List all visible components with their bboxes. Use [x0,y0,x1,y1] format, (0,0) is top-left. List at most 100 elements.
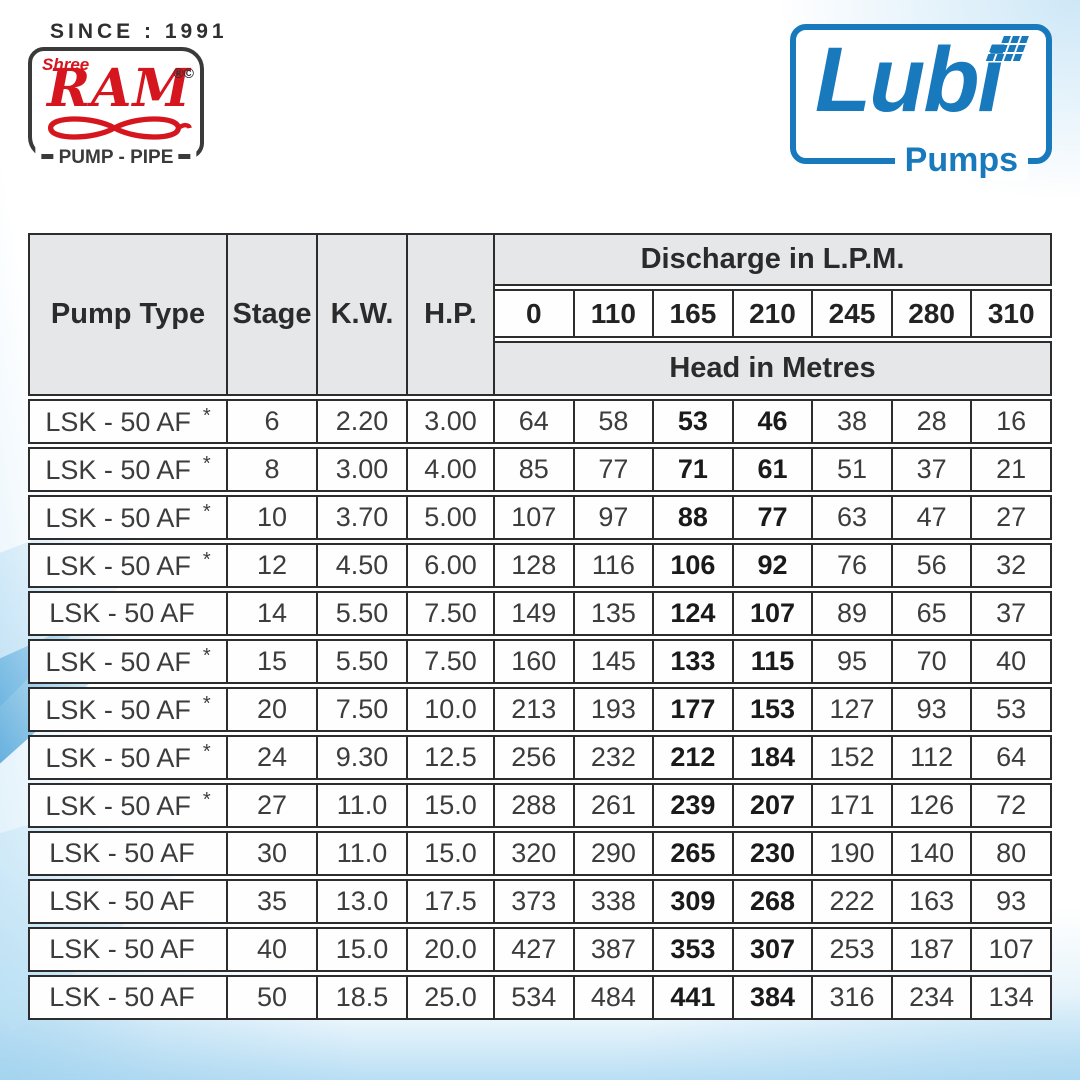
table-body: LSK - 50 AF * 6 2.20 3.00 64 58 53 46 38 … [28,399,1052,1020]
head-value-cell: 92 [733,543,814,588]
table-row: LSK - 50 AF * 27 11.0 15.0 288 261 239 20… [28,783,1052,828]
pump-type-cell: LSK - 50 AF * [28,447,228,492]
stage-cell: 40 [228,927,318,972]
shree-text: Shree [42,55,90,74]
head-in-metres-header: Head in Metres [495,341,1052,396]
head-value-cell: 95 [813,639,893,684]
head-value-cell: 115 [733,639,814,684]
head-value-cell: 230 [733,831,814,876]
head-value-cell: 97 [574,495,655,540]
head-value-cell: 207 [733,783,814,828]
table-row: LSK - 50 AF 30 11.0 15.0 320 290 265 230… [28,831,1052,876]
head-value-cell: 47 [892,495,973,540]
pump-type-cell: LSK - 50 AF * [28,639,228,684]
head-value-cell: 253 [813,927,893,972]
dash-icon [178,154,191,159]
table-head-rows: Pump Type Stage K.W. H.P. Discharge in L… [28,233,1052,396]
ram-wordmark: RAM [46,58,192,119]
stage-cell: 50 [228,975,318,1020]
trademark-icons: ®© [173,65,194,81]
col-header-hp: H.P. [408,233,495,396]
head-value-cell: 145 [574,639,655,684]
head-value-cell: 53 [654,399,734,444]
head-value-cell: 107 [495,495,575,540]
stage-cell: 10 [228,495,318,540]
head-value-cell: 85 [495,447,575,492]
head-value-cell: 80 [972,831,1052,876]
discharge-value: 0 [495,289,575,338]
head-value-cell: 160 [495,639,575,684]
pump-type-cell: LSK - 50 AF * [28,783,228,828]
head-value-cell: 88 [654,495,734,540]
head-value-cell: 177 [654,687,734,732]
head-value-cell: 212 [654,735,734,780]
pump-type-cell: LSK - 50 AF [28,975,228,1020]
pump-type-cell: LSK - 50 AF [28,591,228,636]
kw-cell: 3.70 [318,495,408,540]
head-value-cell: 307 [733,927,814,972]
head-value-cell: 112 [892,735,973,780]
head-value-cell: 37 [892,447,973,492]
head-value-cell: 135 [574,591,655,636]
hp-cell: 3.00 [408,399,495,444]
head-value-cell: 51 [813,447,893,492]
stage-cell: 35 [228,879,318,924]
table-row: LSK - 50 AF * 10 3.70 5.00 107 97 88 77 6… [28,495,1052,540]
head-value-cell: 149 [495,591,575,636]
head-value-cell: 133 [654,639,734,684]
head-value-cell: 107 [972,927,1052,972]
pump-type-cell: LSK - 50 AF * [28,495,228,540]
kw-cell: 15.0 [318,927,408,972]
kw-cell: 2.20 [318,399,408,444]
pump-type-cell: LSK - 50 AF [28,879,228,924]
head-value-cell: 316 [813,975,893,1020]
col-header-kw: K.W. [318,233,408,396]
pump-type-cell: LSK - 50 AF [28,927,228,972]
discharge-value: 165 [654,289,734,338]
hp-cell: 7.50 [408,639,495,684]
stage-cell: 27 [228,783,318,828]
head-value-cell: 70 [892,639,973,684]
col-header-pump-type: Pump Type [28,233,228,396]
asterisk-mark: * [202,741,211,763]
pump-type-cell: LSK - 50 AF * [28,399,228,444]
head-value-cell: 40 [972,639,1052,684]
head-value-cell: 58 [574,399,655,444]
head-value-cell: 127 [813,687,893,732]
discharge-value: 280 [892,289,973,338]
head-value-cell: 106 [654,543,734,588]
head-value-cell: 63 [813,495,893,540]
pump-pipe-text: PUMP - PIPE [58,147,174,168]
asterisk-mark: * [202,501,211,523]
kw-cell: 4.50 [318,543,408,588]
hp-cell: 15.0 [408,783,495,828]
asterisk-mark: * [202,405,211,427]
discharge-header: Discharge in L.P.M. [495,233,1052,286]
head-value-cell: 184 [733,735,814,780]
kw-cell: 5.50 [318,591,408,636]
hp-cell: 17.5 [408,879,495,924]
head-value-cell: 65 [892,591,973,636]
kw-cell: 5.50 [318,639,408,684]
head-value-cell: 387 [574,927,655,972]
head-value-cell: 61 [733,447,814,492]
ram-logo-box: Shree RAM ®© PUMP - PIPE [28,47,204,169]
discharge-value: 110 [574,289,655,338]
hp-cell: 5.00 [408,495,495,540]
head-value-cell: 56 [892,543,973,588]
hp-cell: 6.00 [408,543,495,588]
hp-cell: 10.0 [408,687,495,732]
head-value-cell: 64 [495,399,575,444]
pump-type-cell: LSK - 50 AF [28,831,228,876]
head-value-cell: 32 [972,543,1052,588]
hp-cell: 15.0 [408,831,495,876]
head-value-cell: 71 [654,447,734,492]
hp-cell: 20.0 [408,927,495,972]
table-row: LSK - 50 AF * 24 9.30 12.5 256 232 212 18… [28,735,1052,780]
stage-cell: 30 [228,831,318,876]
head-value-cell: 338 [574,879,655,924]
head-value-cell: 213 [495,687,575,732]
hp-cell: 25.0 [408,975,495,1020]
head-value-cell: 234 [892,975,973,1020]
head-value-cell: 140 [892,831,973,876]
